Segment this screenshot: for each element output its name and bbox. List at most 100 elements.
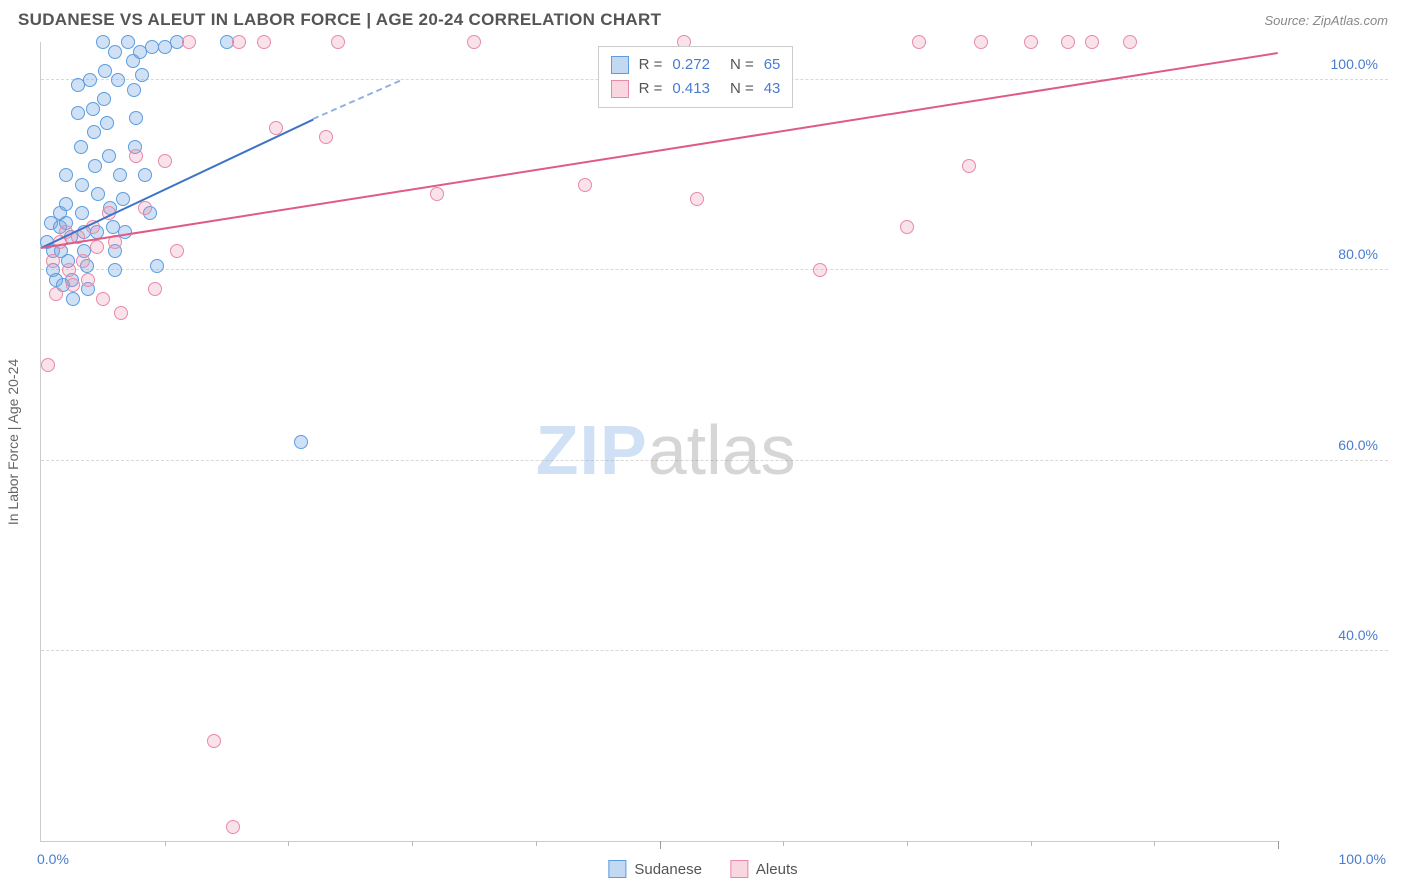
data-point (98, 64, 112, 78)
x-tick (1031, 841, 1032, 846)
data-point (96, 292, 110, 306)
stat-r-value: 0.272 (672, 53, 710, 77)
data-point (150, 259, 164, 273)
data-point (690, 192, 704, 206)
data-point (1061, 35, 1075, 49)
x-tick (536, 841, 537, 846)
data-point (319, 130, 333, 144)
stat-r-label: R = (639, 53, 663, 77)
bottom-legend: Sudanese Aleuts (608, 860, 797, 878)
data-point (135, 68, 149, 82)
stats-swatch (611, 80, 629, 98)
stat-r-value: 0.413 (672, 77, 710, 101)
data-point (88, 159, 102, 173)
data-point (232, 35, 246, 49)
data-point (108, 45, 122, 59)
x-tick (1154, 841, 1155, 846)
data-point (331, 35, 345, 49)
data-point (129, 111, 143, 125)
x-tick (783, 841, 784, 846)
gridline (41, 650, 1388, 651)
legend-label: Aleuts (756, 861, 798, 878)
data-point (129, 149, 143, 163)
stat-r-label: R = (639, 77, 663, 101)
legend-label: Sudanese (634, 861, 702, 878)
chart-title: SUDANESE VS ALEUT IN LABOR FORCE | AGE 2… (18, 10, 661, 30)
stats-row: R = 0.272 N = 65 (611, 53, 781, 77)
x-tick (1278, 841, 1279, 849)
data-point (83, 73, 97, 87)
data-point (108, 263, 122, 277)
stat-n-label: N = (730, 77, 754, 101)
data-point (900, 220, 914, 234)
legend-swatch-blue (608, 860, 626, 878)
data-point (71, 106, 85, 120)
y-tick-label: 40.0% (1288, 627, 1378, 643)
data-point (578, 178, 592, 192)
data-point (90, 240, 104, 254)
data-point (116, 192, 130, 206)
data-point (100, 116, 114, 130)
x-axis-max-label: 100.0% (1339, 851, 1386, 867)
x-tick (165, 841, 166, 846)
data-point (1123, 35, 1137, 49)
data-point (75, 206, 89, 220)
data-point (102, 149, 116, 163)
data-point (430, 187, 444, 201)
data-point (87, 125, 101, 139)
chart-container: In Labor Force | Age 20-24 0.0% 100.0% 4… (40, 42, 1388, 842)
data-point (121, 35, 135, 49)
data-point (81, 273, 95, 287)
data-point (66, 292, 80, 306)
data-point (111, 73, 125, 87)
data-point (59, 168, 73, 182)
data-point (97, 92, 111, 106)
data-point (207, 734, 221, 748)
data-point (138, 201, 152, 215)
legend-item-aleuts: Aleuts (730, 860, 798, 878)
data-point (76, 254, 90, 268)
gridline (41, 269, 1388, 270)
data-point (158, 154, 172, 168)
data-point (974, 35, 988, 49)
data-point (62, 263, 76, 277)
plot-area: In Labor Force | Age 20-24 0.0% 100.0% 4… (40, 42, 1278, 842)
data-point (182, 35, 196, 49)
header: SUDANESE VS ALEUT IN LABOR FORCE | AGE 2… (0, 0, 1406, 36)
y-tick-label: 60.0% (1288, 437, 1378, 453)
stats-legend: R = 0.272N = 65R = 0.413N = 43 (598, 46, 794, 108)
x-tick (412, 841, 413, 846)
y-axis-label: In Labor Force | Age 20-24 (5, 358, 21, 524)
source-attribution: Source: ZipAtlas.com (1264, 13, 1388, 28)
data-point (467, 35, 481, 49)
stat-n-label: N = (730, 53, 754, 77)
data-point (813, 263, 827, 277)
data-point (1024, 35, 1038, 49)
data-point (148, 282, 162, 296)
data-point (912, 35, 926, 49)
x-tick (907, 841, 908, 846)
stats-row: R = 0.413N = 43 (611, 77, 781, 101)
data-point (66, 278, 80, 292)
y-tick-label: 80.0% (1288, 246, 1378, 262)
data-point (170, 244, 184, 258)
data-point (49, 287, 63, 301)
data-point (114, 306, 128, 320)
stats-swatch (611, 56, 629, 74)
data-point (962, 159, 976, 173)
data-point (294, 435, 308, 449)
watermark: ZIPatlas (536, 410, 796, 490)
stat-n-value: 65 (764, 53, 781, 77)
data-point (41, 358, 55, 372)
data-point (96, 35, 110, 49)
x-tick (660, 841, 661, 849)
data-point (226, 820, 240, 834)
data-point (74, 140, 88, 154)
data-point (257, 35, 271, 49)
data-point (138, 168, 152, 182)
x-axis-min-label: 0.0% (37, 851, 69, 867)
data-point (127, 83, 141, 97)
gridline (41, 460, 1388, 461)
data-point (59, 197, 73, 211)
x-tick (288, 841, 289, 846)
